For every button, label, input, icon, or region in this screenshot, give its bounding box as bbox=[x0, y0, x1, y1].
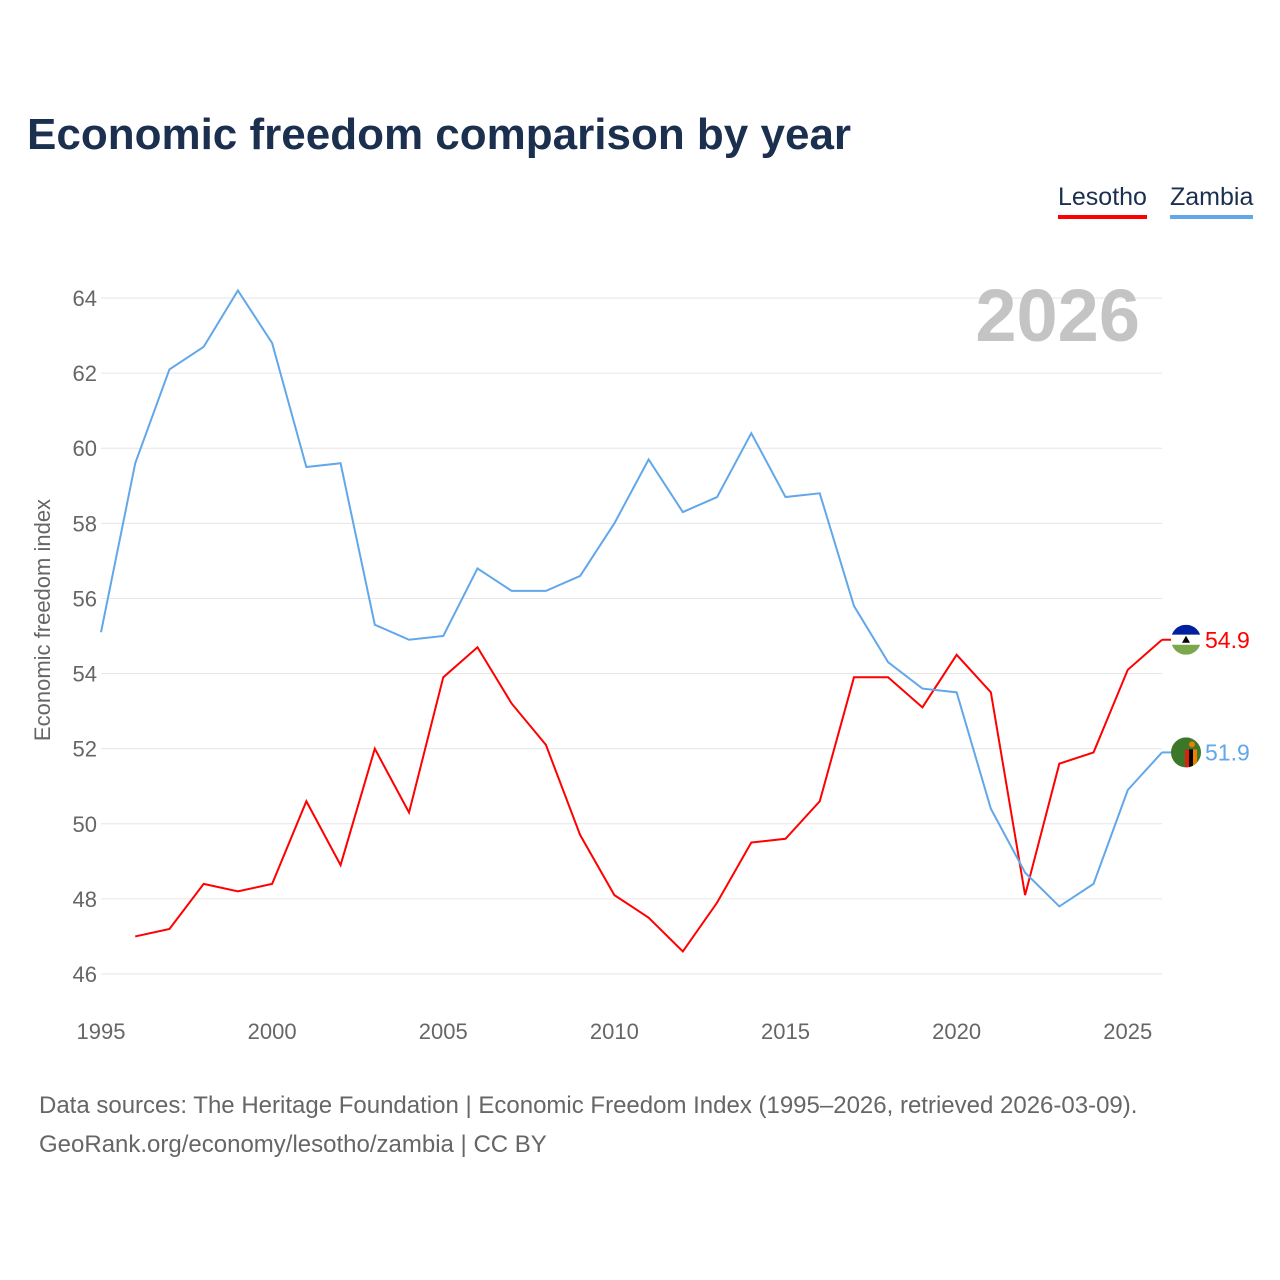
y-tick-label: 60 bbox=[73, 436, 97, 461]
y-tick-label: 62 bbox=[73, 361, 97, 386]
y-tick-label: 48 bbox=[73, 887, 97, 912]
x-tick-label: 2025 bbox=[1103, 1019, 1152, 1044]
end-value-label-lesotho: 54.9 bbox=[1205, 627, 1250, 653]
current-year-display: 2026 bbox=[975, 274, 1140, 357]
footer-link[interactable]: GeoRank.org/economy/lesotho/zambia | CC … bbox=[39, 1131, 547, 1158]
legend-item-zambia[interactable]: Zambia bbox=[1170, 183, 1254, 219]
legend-item-lesotho[interactable]: Lesotho bbox=[1058, 183, 1147, 219]
series-line-lesotho[interactable] bbox=[135, 639, 1163, 954]
y-tick-label: 54 bbox=[73, 662, 97, 687]
footer: Data sources: The Heritage Foundation | … bbox=[39, 1086, 1137, 1164]
x-tick-label: 2020 bbox=[932, 1019, 981, 1044]
y-tick-label: 50 bbox=[73, 812, 97, 837]
chart-title: Economic freedom comparison by year bbox=[27, 110, 852, 159]
y-tick-label: 46 bbox=[73, 962, 97, 987]
x-tick-label: 2000 bbox=[248, 1019, 297, 1044]
x-tick-label: 2015 bbox=[761, 1019, 810, 1044]
y-tick-label: 58 bbox=[73, 511, 97, 536]
y-tick-label: 56 bbox=[73, 586, 97, 611]
lesotho-flag-icon bbox=[1171, 624, 1201, 655]
y-tick-label: 52 bbox=[73, 737, 97, 762]
series-line-zambia[interactable] bbox=[100, 288, 1163, 908]
y-axis-label: Economic freedom index bbox=[30, 499, 55, 741]
footer-sources: Data sources: The Heritage Foundation | … bbox=[39, 1092, 1138, 1119]
x-tick-label: 2010 bbox=[590, 1019, 639, 1044]
y-tick-label: 64 bbox=[73, 286, 97, 311]
x-tick-label: 2005 bbox=[419, 1019, 468, 1044]
x-tick-label: 1995 bbox=[77, 1019, 126, 1044]
end-value-label-zambia: 51.9 bbox=[1205, 739, 1250, 765]
zambia-flag-icon bbox=[1171, 737, 1201, 768]
